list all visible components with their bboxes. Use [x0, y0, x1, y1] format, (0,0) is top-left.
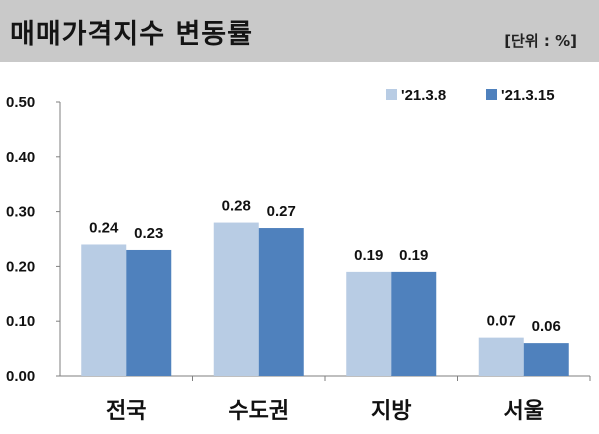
chart-bars	[81, 222, 569, 376]
bar	[346, 271, 392, 376]
data-label: 0.23	[134, 225, 163, 242]
bar	[523, 343, 569, 376]
bar	[126, 249, 172, 376]
unit-label: [단위 : %]	[504, 32, 577, 50]
chart-title: 매매가격지수 변동률	[10, 19, 253, 50]
bar	[258, 228, 304, 376]
category-label: 서울	[504, 399, 544, 424]
chart-axes: 0.00 0.10 0.20 0.30 0.40 0.50	[6, 94, 591, 385]
y-tick-label: 0.50	[6, 94, 35, 111]
data-label: 0.19	[354, 247, 383, 264]
chart-labels: 0.24 0.23 전국 0.28 0.27 수도권 0.19 0.19 지방 0.07 0.06 서…	[89, 198, 561, 424]
y-tick-label: 0.20	[6, 258, 35, 275]
y-tick-label: 0.40	[6, 149, 35, 166]
category-label: 지방	[371, 399, 411, 424]
data-label: 0.27	[267, 203, 296, 220]
y-tick-label: 0.30	[6, 204, 35, 221]
data-label: 0.19	[399, 247, 428, 264]
bar	[213, 222, 259, 376]
data-label: 0.28	[222, 198, 251, 215]
bar	[478, 337, 524, 376]
legend-swatch	[486, 89, 497, 100]
bar	[81, 244, 127, 376]
data-label: 0.24	[89, 219, 119, 236]
chart-header: 매매가격지수 변동률 [단위 : %]	[0, 0, 599, 62]
legend-label: '21.3.15	[501, 87, 555, 104]
legend-label: '21.3.8	[401, 87, 446, 104]
bar	[391, 271, 437, 376]
y-tick-label: 0.10	[6, 313, 35, 330]
category-label: 전국	[106, 399, 146, 424]
category-label: 수도권	[228, 399, 289, 424]
legend-swatch	[386, 89, 397, 100]
data-label: 0.06	[532, 318, 561, 335]
data-label: 0.07	[487, 313, 516, 330]
chart-legend: '21.3.8 '21.3.15	[386, 87, 555, 104]
y-tick-label: 0.00	[6, 368, 35, 385]
